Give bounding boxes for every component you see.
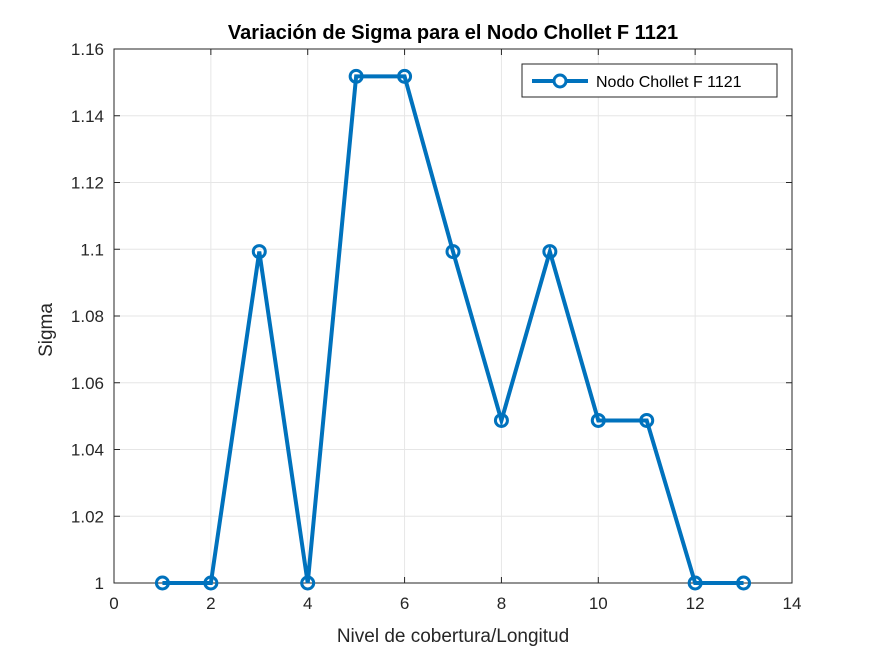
legend: Nodo Chollet F 1121: [521, 63, 778, 98]
x-tick-label: 8: [497, 594, 506, 613]
data-point-marker: [542, 244, 558, 260]
y-axis-label: Sigma: [36, 303, 57, 357]
x-tick-label: 2: [206, 594, 215, 613]
data-point-marker: [590, 412, 606, 428]
series-layer: [154, 68, 752, 591]
legend-marker: [552, 73, 568, 89]
x-tick-label: 10: [589, 594, 608, 613]
x-tick-label: 4: [303, 594, 312, 613]
y-tick-label: 1.14: [71, 107, 104, 126]
x-tick-label: 6: [400, 594, 409, 613]
data-point-marker: [687, 575, 703, 591]
legend-label: Nodo Chollet F 1121: [596, 74, 742, 91]
x-tick-label: 12: [686, 594, 705, 613]
y-tick-label: 1: [95, 574, 104, 593]
data-point-marker: [348, 68, 364, 84]
y-tick-label: 1.02: [71, 507, 104, 526]
data-point-marker: [445, 244, 461, 260]
series-line: [162, 74, 744, 585]
y-tick-label: 1.16: [71, 40, 104, 59]
data-point-marker: [639, 412, 655, 428]
data-point-marker: [154, 575, 170, 591]
chart-title: Variación de Sigma para el Nodo Chollet …: [228, 22, 678, 44]
data-point-marker: [300, 575, 316, 591]
data-point-marker: [736, 575, 752, 591]
y-tick-label: 1.08: [71, 307, 104, 326]
data-point-marker: [493, 412, 509, 428]
y-tick-label: 1.1: [80, 240, 104, 259]
y-tick-label: 1.12: [71, 174, 104, 193]
x-axis-ticks: 0 2 4 6 8 10 12 14: [109, 49, 801, 613]
y-tick-label: 1.04: [71, 441, 104, 460]
data-point-marker: [203, 575, 219, 591]
y-tick-label: 1.06: [71, 374, 104, 393]
y-axis-ticks: 1 1.02 1.04 1.06 1.08 1.1 1.12 1.14 1.16: [71, 40, 792, 593]
x-tick-label: 14: [783, 594, 802, 613]
x-axis-label: Nivel de cobertura/Longitud: [337, 626, 569, 647]
data-point-marker: [251, 244, 267, 260]
data-point-marker: [397, 68, 413, 84]
x-tick-label: 0: [109, 594, 118, 613]
